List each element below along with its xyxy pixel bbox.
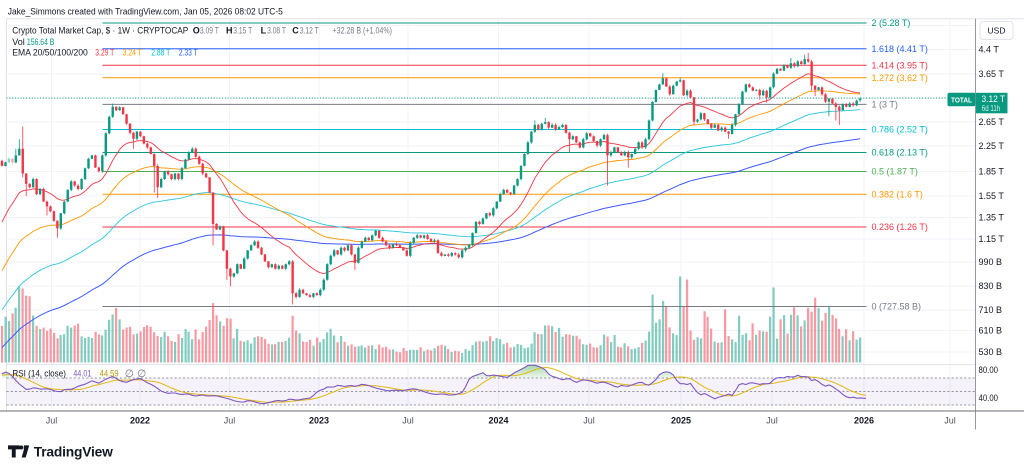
svg-text:TOTAL: TOTAL: [951, 95, 972, 104]
svg-text:710 B: 710 B: [979, 305, 1003, 315]
svg-text:3.29 T: 3.29 T: [95, 48, 114, 58]
svg-text:O: O: [193, 26, 200, 36]
svg-text:3.12 T: 3.12 T: [300, 26, 319, 36]
svg-text:Jul: Jul: [402, 416, 414, 426]
svg-text:∅: ∅: [137, 368, 146, 380]
svg-text:610 B: 610 B: [979, 326, 1003, 336]
svg-text:2.65 T: 2.65 T: [979, 117, 1005, 127]
svg-text:1.618 (4.41 T): 1.618 (4.41 T): [872, 44, 928, 54]
svg-text:2026: 2026: [854, 416, 874, 426]
svg-text:∅: ∅: [125, 368, 134, 380]
svg-text:156.64 B: 156.64 B: [27, 37, 55, 47]
svg-text:0 (727.58 B): 0 (727.58 B): [872, 302, 922, 312]
svg-text:H: H: [226, 26, 233, 36]
svg-text:Jake_Simmons created with Trad: Jake_Simmons created with TradingView.co…: [8, 5, 283, 16]
svg-text:44.59: 44.59: [100, 369, 119, 379]
svg-text:1.272 (3.62 T): 1.272 (3.62 T): [872, 73, 928, 83]
svg-text:Vol: Vol: [12, 37, 25, 47]
svg-text:Jul: Jul: [46, 416, 58, 426]
svg-text:1.55 T: 1.55 T: [979, 191, 1005, 201]
svg-text:830 B: 830 B: [979, 281, 1003, 291]
svg-text:Jul: Jul: [583, 416, 595, 426]
svg-text:2 (5.28 T): 2 (5.28 T): [872, 18, 911, 28]
svg-text:80.00: 80.00: [979, 365, 999, 375]
svg-text:1.85 T: 1.85 T: [979, 167, 1005, 177]
svg-text:2025: 2025: [671, 416, 691, 426]
svg-text:Crypto Total Market Cap, $ · 1: Crypto Total Market Cap, $ · 1W · CRYPTO…: [12, 26, 188, 36]
svg-text:6d 11h: 6d 11h: [982, 104, 1000, 113]
svg-text:3.09 T: 3.09 T: [200, 26, 219, 36]
svg-text:RSI (14, close): RSI (14, close): [12, 369, 66, 379]
svg-text:0.786 (2.52 T): 0.786 (2.52 T): [872, 125, 928, 135]
svg-text:1.15 T: 1.15 T: [979, 234, 1005, 244]
svg-text:0.236 (1.26 T): 0.236 (1.26 T): [872, 222, 928, 232]
svg-text:2024: 2024: [488, 416, 508, 426]
svg-text:990 B: 990 B: [979, 257, 1003, 267]
svg-text:2023: 2023: [309, 416, 329, 426]
svg-text:2.25 T: 2.25 T: [979, 141, 1005, 151]
svg-text:2.33 T: 2.33 T: [179, 48, 198, 58]
svg-text:0.5 (1.87 T): 0.5 (1.87 T): [872, 167, 918, 177]
svg-text:EMA 20/50/100/200: EMA 20/50/100/200: [12, 48, 88, 58]
svg-text:1.35 T: 1.35 T: [979, 213, 1005, 223]
svg-text:1.414 (3.95 T): 1.414 (3.95 T): [872, 61, 928, 71]
svg-text:4.4 T: 4.4 T: [979, 45, 1000, 55]
svg-text:Jul: Jul: [944, 416, 956, 426]
svg-text:40.00: 40.00: [979, 393, 999, 403]
svg-text:3.12 T: 3.12 T: [982, 94, 1006, 104]
svg-text:TradingView: TradingView: [34, 444, 113, 459]
svg-text:C: C: [292, 26, 299, 36]
svg-text:44.01: 44.01: [73, 369, 91, 379]
svg-text:Jul: Jul: [224, 416, 236, 426]
svg-text:530 B: 530 B: [979, 347, 1003, 357]
svg-text:3.08 T: 3.08 T: [267, 26, 286, 36]
svg-text:1 (3 T): 1 (3 T): [872, 100, 898, 110]
svg-text:0.382 (1.6 T): 0.382 (1.6 T): [872, 190, 923, 200]
svg-text:Jul: Jul: [766, 416, 778, 426]
svg-text:3.15 T: 3.15 T: [233, 26, 252, 36]
svg-text:L: L: [261, 26, 267, 36]
svg-text:3.24 T: 3.24 T: [123, 48, 142, 58]
svg-text:2.88 T: 2.88 T: [151, 48, 170, 58]
svg-text:3.65 T: 3.65 T: [979, 69, 1005, 79]
svg-text:+32.28 B (+1.04%): +32.28 B (+1.04%): [333, 26, 393, 36]
svg-text:USD: USD: [988, 25, 1006, 35]
svg-text:2022: 2022: [130, 416, 150, 426]
svg-text:0.618 (2.13 T): 0.618 (2.13 T): [872, 148, 928, 158]
